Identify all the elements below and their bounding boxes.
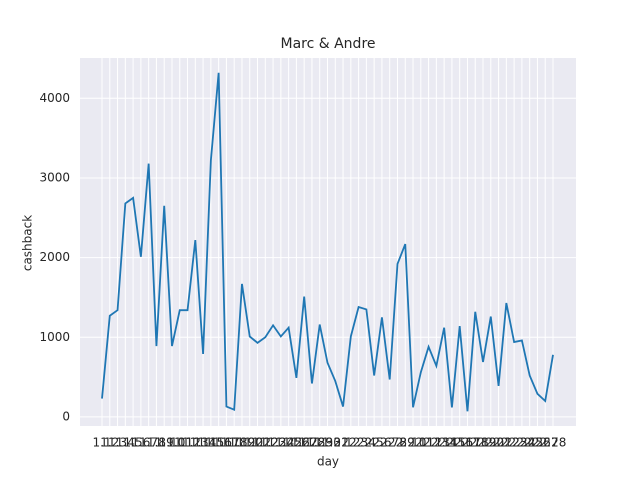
x-tick-label: 1.11 — [166, 436, 193, 450]
x-tick-label: 1.2 — [100, 436, 119, 450]
y-tick-label: 2000 — [39, 250, 70, 264]
x-tick-label: 1.5 — [124, 436, 143, 450]
x-tick-label: 1.27 — [291, 436, 318, 450]
x-tick-label: 1.20 — [236, 436, 263, 450]
x-tick-label: 1.3 — [108, 436, 127, 450]
x-tick-label: 2.10 — [400, 436, 427, 450]
y-tick-label: 0 — [62, 409, 70, 423]
x-tick-label: 2.3 — [349, 436, 368, 450]
x-tick-label: 2.17 — [454, 436, 481, 450]
x-tick-label: 1.17 — [213, 436, 240, 450]
x-tick-label: 1.12 — [174, 436, 201, 450]
x-tick-label: 2.1 — [334, 436, 353, 450]
x-tick-label: 2.2 — [341, 436, 360, 450]
x-tick-label: 2.15 — [439, 436, 466, 450]
x-tick-label: 2.12 — [415, 436, 442, 450]
x-tick-label: 1.13 — [182, 436, 209, 450]
x-tick-label: 1.1 — [92, 436, 111, 450]
x-tick-label: 2.26 — [524, 436, 551, 450]
x-tick-label: 1.6 — [131, 436, 150, 450]
x-tick-label: 1.28 — [299, 436, 326, 450]
x-tick-label: 1.23 — [260, 436, 287, 450]
x-tick-label: 1.8 — [147, 436, 166, 450]
x-tick-label: 1.15 — [198, 436, 225, 450]
x-tick-label: 1.10 — [159, 436, 186, 450]
y-axis-label: cashback — [21, 215, 35, 271]
x-tick-label: 1.24 — [267, 436, 294, 450]
x-tick-label: 1.30 — [314, 436, 341, 450]
line — [101, 72, 554, 412]
chart-title: Marc & Andre — [280, 36, 375, 52]
x-tick-label: 2.28 — [540, 436, 567, 450]
x-tick-label: 2.11 — [407, 436, 434, 450]
x-tick-label: 2.18 — [462, 436, 489, 450]
x-tick-label: 2.19 — [470, 436, 497, 450]
x-tick-label: 1.21 — [244, 436, 271, 450]
x-tick-label: 2.8 — [388, 436, 407, 450]
x-tick-label: 2.6 — [372, 436, 391, 450]
x-tick-label: 1.7 — [139, 436, 158, 450]
x-tick-label: 1.29 — [306, 436, 333, 450]
x-tick-label: 1.25 — [275, 436, 302, 450]
x-tick-label: 1.16 — [205, 436, 232, 450]
marks — [101, 72, 554, 412]
y-tick-label: 3000 — [39, 170, 70, 184]
x-tick-label: 1.26 — [283, 436, 310, 450]
x-tick-label: 2.24 — [509, 436, 536, 450]
x-tick-label: 2.13 — [423, 436, 450, 450]
x-tick-label: 2.27 — [532, 436, 559, 450]
x-tick-label: 2.7 — [380, 436, 399, 450]
x-tick-label: 2.5 — [365, 436, 384, 450]
x-axis-label: day — [317, 455, 339, 469]
x-tick-label: 2.25 — [516, 436, 543, 450]
x-tick-label: 1.22 — [252, 436, 279, 450]
x-tick-label: 1.9 — [155, 436, 174, 450]
x-tick-label: 1.18 — [221, 436, 248, 450]
x-tick-label: 1.14 — [190, 436, 217, 450]
x-tick-label: 1.31 — [322, 436, 349, 450]
x-tick-label: 2.21 — [485, 436, 512, 450]
x-tick-label: 2.20 — [477, 436, 504, 450]
x-tick-label: 2.4 — [357, 436, 376, 450]
y-tick-label: 1000 — [39, 330, 70, 344]
x-tick-label: 2.16 — [446, 436, 473, 450]
x-tick-label: 2.9 — [396, 436, 415, 450]
x-tick-label: 2.22 — [493, 436, 520, 450]
x-tick-label: 1.4 — [116, 436, 135, 450]
y-tick-label: 4000 — [39, 91, 70, 105]
x-tick-label: 2.14 — [431, 436, 458, 450]
x-tick-label: 1.19 — [229, 436, 256, 450]
x-tick-label: 2.23 — [501, 436, 528, 450]
